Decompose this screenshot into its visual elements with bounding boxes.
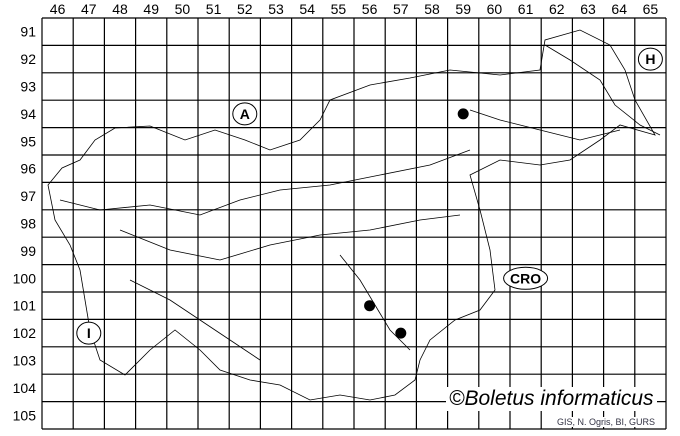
column-label: 54	[299, 1, 315, 17]
row-label: 100	[13, 270, 37, 286]
column-label: 46	[50, 1, 66, 17]
country-label-i: I	[76, 321, 102, 345]
column-label: 49	[143, 1, 159, 17]
column-label: 61	[518, 1, 534, 17]
row-label: 94	[20, 106, 36, 122]
record-dot	[395, 327, 407, 339]
credit-text: GIS, N. Ogris, BI, GURS	[555, 417, 658, 427]
country-label-h: H	[637, 47, 663, 71]
column-label: 50	[175, 1, 191, 17]
column-label: 58	[424, 1, 440, 17]
row-label: 96	[20, 161, 36, 177]
row-label: 92	[20, 51, 36, 67]
row-label: 91	[20, 24, 36, 40]
country-label-a: A	[232, 102, 258, 126]
column-label: 48	[112, 1, 128, 17]
country-label-cro: CRO	[503, 266, 549, 290]
row-label: 102	[13, 325, 37, 341]
column-label: 51	[206, 1, 222, 17]
record-dot	[457, 108, 469, 120]
grid-labels: 46 47 48 49 50 51 52 53 54 55 56 57 58 59 60 61 62 63 64 65…	[13, 1, 659, 423]
row-label: 104	[13, 380, 37, 396]
row-label: 98	[20, 216, 36, 232]
row-label: 97	[20, 188, 36, 204]
column-label: 53	[268, 1, 284, 17]
column-label: 65	[643, 1, 659, 17]
svg-text:I: I	[87, 325, 91, 341]
column-label: 63	[580, 1, 596, 17]
column-label: 62	[549, 1, 565, 17]
row-label: 105	[13, 407, 37, 423]
svg-text:H: H	[645, 51, 655, 67]
row-label: 99	[20, 243, 36, 259]
country-labels: A H CRO I	[76, 47, 663, 345]
column-label: 47	[81, 1, 97, 17]
row-label: 101	[13, 298, 37, 314]
record-dots	[364, 108, 469, 339]
copyright-text: ©Boletus informaticus	[446, 387, 657, 411]
record-dot	[364, 300, 376, 312]
svg-text:A: A	[240, 106, 250, 122]
column-label: 57	[393, 1, 409, 17]
column-label: 52	[237, 1, 253, 17]
row-label: 95	[20, 133, 36, 149]
column-label: 60	[487, 1, 503, 17]
grid	[41, 17, 667, 430]
column-label: 64	[611, 1, 627, 17]
column-label: 56	[362, 1, 378, 17]
row-label: 93	[20, 79, 36, 95]
column-label: 59	[455, 1, 471, 17]
svg-text:CRO: CRO	[510, 270, 541, 286]
row-label: 103	[13, 353, 37, 369]
column-label: 55	[331, 1, 347, 17]
